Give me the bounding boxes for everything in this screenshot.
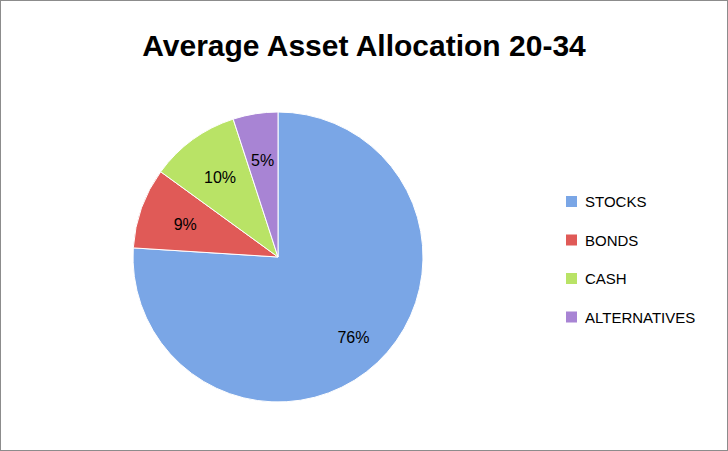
- legend-label: ALTERNATIVES: [585, 309, 695, 326]
- pie-slice: [133, 112, 423, 402]
- chart-frame: [1, 1, 728, 451]
- legend-label: CASH: [585, 270, 627, 287]
- legend-swatch: [566, 312, 577, 323]
- chart-svg: Average Asset Allocation 20-34 76% 9% 10% 5%…: [0, 0, 728, 451]
- data-label: 9%: [174, 216, 197, 233]
- data-label: 5%: [251, 152, 274, 169]
- data-label: 76%: [337, 329, 369, 346]
- legend: STOCKS BONDS CASH ALTERNATIVES: [566, 193, 695, 326]
- pie-slice: [233, 112, 278, 257]
- data-label: 10%: [204, 169, 236, 186]
- data-labels: 76% 9% 10% 5%: [174, 152, 370, 347]
- legend-label: STOCKS: [585, 193, 646, 210]
- legend-label: BONDS: [585, 232, 638, 249]
- pie-slices: [133, 112, 423, 402]
- legend-swatch: [566, 196, 577, 207]
- chart-container: Average Asset Allocation 20-34 76% 9% 10% 5%…: [0, 0, 728, 451]
- legend-swatch: [566, 235, 577, 246]
- legend-swatch: [566, 273, 577, 284]
- chart-title: Average Asset Allocation 20-34: [142, 29, 586, 62]
